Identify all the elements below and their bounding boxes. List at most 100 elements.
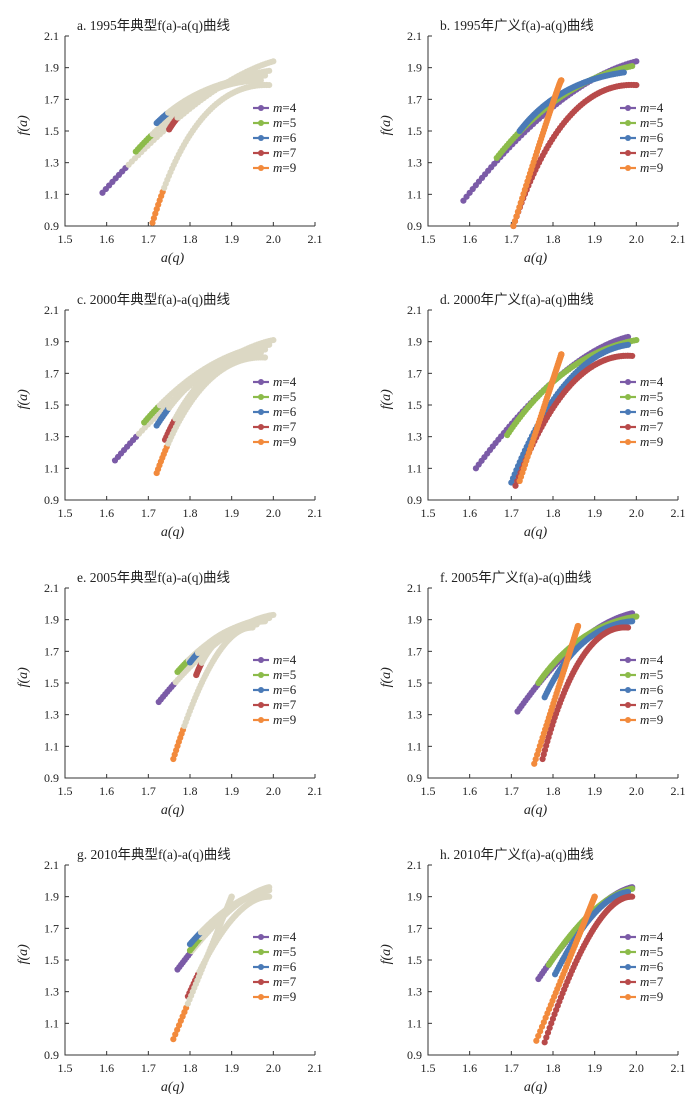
y-axis-label: f(a) xyxy=(379,389,394,410)
data-point xyxy=(261,888,269,896)
data-point xyxy=(535,1032,542,1040)
y-tick-label: 1.3 xyxy=(407,430,422,444)
x-axis-label: a(q) xyxy=(524,1080,548,1095)
y-tick-label: 1.7 xyxy=(407,921,422,935)
x-tick-label: 1.7 xyxy=(141,506,156,520)
x-tick-label: 2.1 xyxy=(308,232,323,246)
y-tick-label: 2.1 xyxy=(44,29,59,43)
legend-label: m=4 xyxy=(273,652,297,667)
legend-entry-m-4: m=4 xyxy=(253,100,297,115)
x-tick-label: 1.5 xyxy=(421,506,436,520)
panel-title: c. 2000年典型f(a)-a(q)曲线 xyxy=(77,292,230,307)
y-axis-label: f(a) xyxy=(16,115,31,136)
legend-entry-m-5: m=5 xyxy=(253,115,296,130)
legend-entry-m-6: m=6 xyxy=(253,130,297,145)
x-tick-label: 2.0 xyxy=(266,784,281,798)
panel-title: a. 1995年典型f(a)-a(q)曲线 xyxy=(77,18,230,33)
y-tick-label: 1.5 xyxy=(407,124,422,138)
legend-entry-m-4: m=4 xyxy=(620,652,664,667)
y-tick-label: 0.9 xyxy=(44,1048,59,1062)
legend-label: m=5 xyxy=(640,944,663,959)
legend-label: m=5 xyxy=(640,389,663,404)
legend-label: m=4 xyxy=(273,100,297,115)
legend-label: m=6 xyxy=(640,682,664,697)
legend-entry-m-4: m=4 xyxy=(620,929,664,944)
data-point xyxy=(629,352,636,360)
data-point xyxy=(533,1037,540,1044)
y-tick-label: 1.3 xyxy=(407,156,422,170)
data-point xyxy=(624,333,632,341)
legend-label: m=5 xyxy=(273,115,296,130)
y-tick-label: 1.1 xyxy=(407,1016,422,1030)
x-tick-label: 1.5 xyxy=(421,1061,436,1075)
legend-entry-m-6: m=6 xyxy=(253,404,297,419)
legend-label: m=7 xyxy=(640,419,664,434)
series-m-5 xyxy=(493,62,636,162)
y-tick-label: 1.9 xyxy=(44,613,59,627)
y-tick-label: 1.9 xyxy=(44,335,59,349)
x-tick-label: 1.7 xyxy=(504,232,519,246)
x-tick-label: 1.7 xyxy=(504,506,519,520)
x-tick-label: 1.7 xyxy=(141,784,156,798)
data-point xyxy=(261,72,269,79)
x-tick-label: 2.0 xyxy=(266,232,281,246)
x-tick-label: 2.1 xyxy=(308,506,323,520)
y-tick-label: 0.9 xyxy=(407,771,422,785)
y-tick-label: 0.9 xyxy=(407,493,422,507)
series-m-9 xyxy=(531,622,582,767)
data-point xyxy=(511,218,519,225)
chart-panel-1: 0.9 1.1 1.3 1.5 1.7 1.9 2.1 1.5 1.6 1.7 1.8 1.9 2.0 2… xyxy=(16,18,323,266)
chart-panel-7: 0.9 1.1 1.3 1.5 1.7 1.9 2.1 1.5 1.6 1.7 1.8 1.9 2.0 2… xyxy=(16,847,323,1095)
legend-label: m=7 xyxy=(273,974,297,989)
legend-entry-m-9: m=9 xyxy=(620,434,663,449)
data-point xyxy=(249,624,256,631)
legend-entry-m-5: m=5 xyxy=(253,389,296,404)
x-tick-label: 1.5 xyxy=(58,506,73,520)
y-tick-label: 1.5 xyxy=(44,124,59,138)
chart-panel-4: 0.9 1.1 1.3 1.5 1.7 1.9 2.1 1.5 1.6 1.7 1.8 1.9 2.0 2… xyxy=(379,292,686,540)
legend-entry-m-6: m=6 xyxy=(620,682,664,697)
panel-title: h. 2010年广义f(a)-a(q)曲线 xyxy=(440,847,594,862)
legend-entry-m-6: m=6 xyxy=(253,959,297,974)
legend-entry-m-9: m=9 xyxy=(620,712,663,727)
y-tick-label: 1.1 xyxy=(44,1016,59,1030)
y-tick-label: 1.9 xyxy=(407,613,422,627)
x-tick-label: 1.5 xyxy=(58,1061,73,1075)
x-tick-label: 1.6 xyxy=(462,506,477,520)
chart-panel-6: 0.9 1.1 1.3 1.5 1.7 1.9 2.1 1.5 1.6 1.7 1.8 1.9 2.0 2… xyxy=(379,570,686,818)
x-axis-label: a(q) xyxy=(161,251,185,266)
y-tick-label: 1.3 xyxy=(44,985,59,999)
legend-label: m=9 xyxy=(640,160,663,175)
x-tick-label: 2.1 xyxy=(671,784,686,798)
legend-label: m=6 xyxy=(640,130,664,145)
x-tick-label: 1.8 xyxy=(546,784,561,798)
y-tick-label: 2.1 xyxy=(44,303,59,317)
x-axis-label: a(q) xyxy=(161,803,185,818)
series-m-9 xyxy=(533,893,598,1044)
legend-entry-m-6: m=6 xyxy=(620,959,664,974)
data-point xyxy=(544,1029,552,1036)
y-axis-label: f(a) xyxy=(16,667,31,688)
y-tick-label: 1.7 xyxy=(44,366,59,380)
legend-label: m=6 xyxy=(640,959,664,974)
data-point xyxy=(266,341,273,348)
data-point xyxy=(558,77,565,84)
x-tick-label: 2.1 xyxy=(671,232,686,246)
y-tick-label: 1.3 xyxy=(44,156,59,170)
y-tick-label: 1.5 xyxy=(407,398,422,412)
x-tick-label: 1.7 xyxy=(504,1061,519,1075)
y-tick-label: 0.9 xyxy=(44,219,59,233)
x-axis-label: a(q) xyxy=(161,1080,185,1095)
x-tick-label: 1.6 xyxy=(462,232,477,246)
legend-label: m=7 xyxy=(640,145,664,160)
x-tick-label: 1.6 xyxy=(462,1061,477,1075)
chart-panel-3: 0.9 1.1 1.3 1.5 1.7 1.9 2.1 1.5 1.6 1.7 1.8 1.9 2.0 2… xyxy=(16,292,323,540)
y-tick-label: 2.1 xyxy=(407,858,422,872)
y-tick-label: 1.3 xyxy=(44,430,59,444)
y-tick-label: 1.7 xyxy=(44,921,59,935)
panel-title: b. 1995年广义f(a)-a(q)曲线 xyxy=(440,18,594,33)
legend-label: m=7 xyxy=(640,697,664,712)
legend-label: m=9 xyxy=(640,434,663,449)
legend-label: m=6 xyxy=(273,404,297,419)
x-tick-label: 1.8 xyxy=(546,232,561,246)
